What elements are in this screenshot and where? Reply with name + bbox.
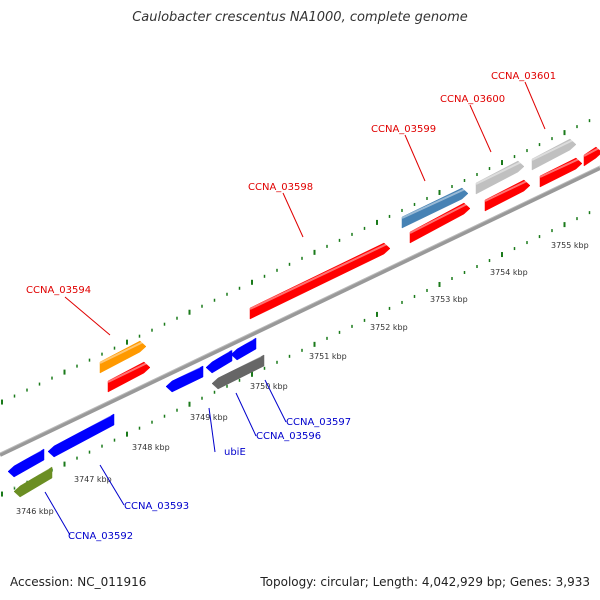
accession-text: Accession: NC_011916 (10, 575, 147, 589)
reverse-gene-a[interactable] (7, 448, 45, 478)
kbp-label: 3751 kbp (309, 352, 347, 361)
gene-label-leader-line (264, 379, 287, 423)
reverse-darkgray-gene[interactable] (211, 354, 265, 390)
gene-label-ccna-03599[interactable]: CCNA_03599 (371, 124, 436, 135)
gene-label-ccna-03601[interactable]: CCNA_03601 (491, 71, 556, 82)
forward-gene-b-highlight (409, 203, 468, 234)
gene-label-ccna-03598[interactable]: CCNA_03598 (248, 182, 313, 193)
kbp-label: 3747 kbp (74, 475, 112, 484)
gene-label-leader-line (235, 392, 257, 437)
gene-label-layer: CCNA_03594 CCNA_03598 CCNA_03599 CCNA_03600… (26, 71, 556, 542)
kbp-label: 3752 kbp (370, 323, 408, 332)
forward-orange-gene-highlight (99, 341, 144, 364)
kbp-label: 3754 kbp (490, 268, 528, 277)
forward-gray-gene-b-highlight (531, 139, 574, 161)
gene-label-ccna-03593[interactable]: CCNA_03593 (124, 501, 189, 512)
kbp-label: 3746 kbp (16, 507, 54, 516)
forward-gene-c[interactable] (484, 179, 531, 212)
reverse-gene-d-highlight (205, 350, 230, 364)
forward-gene-a-highlight (249, 243, 388, 310)
kbp-label: 3750 kbp (250, 382, 288, 391)
gene-label-ubie[interactable]: ubiE (224, 447, 246, 458)
kbp-label: 3749 kbp (190, 413, 228, 422)
forward-gray-gene-a[interactable] (475, 160, 525, 195)
gene-label-leader-line (64, 296, 111, 336)
reverse-olive-gene[interactable] (13, 466, 53, 498)
gene-label-ccna-03594[interactable]: CCNA_03594 (26, 285, 91, 296)
gene-label-ccna-03597[interactable]: CCNA_03597 (286, 417, 351, 428)
reverse-gene-a-highlight (7, 449, 42, 468)
kbp-label: 3753 kbp (430, 295, 468, 304)
gene-label-leader-line (44, 491, 71, 536)
reverse-gene-c[interactable] (165, 365, 204, 393)
kbp-label: 3748 kbp (132, 443, 170, 452)
genome-backbone (0, 166, 600, 457)
gene-label-ccna-03600[interactable]: CCNA_03600 (440, 94, 505, 105)
kbp-labels: 3746 kbp 3747 kbp 3748 kbp 3749 kbp 3750 kbp… (16, 241, 589, 516)
forward-gene-e[interactable] (583, 146, 600, 167)
forward-gray-gene-a-highlight (475, 161, 522, 185)
gene-label-ccna-03596[interactable]: CCNA_03596 (256, 431, 321, 442)
forward-steelblue-gene-highlight (401, 188, 466, 219)
reverse-gene-e[interactable] (230, 337, 257, 361)
reverse-gene-b[interactable] (47, 413, 115, 458)
forward-gene-c-highlight (484, 180, 528, 202)
gene-label-leader-line (469, 104, 492, 153)
reverse-olive-gene-highlight (13, 467, 50, 488)
gene-label-leader-line (208, 407, 216, 453)
forward-gene-f[interactable] (107, 361, 151, 393)
forward-gene-a[interactable] (249, 242, 391, 320)
feature-layer (7, 138, 600, 498)
reverse-gene-c-highlight (165, 366, 201, 383)
gene-label-ccna-03592[interactable]: CCNA_03592 (68, 531, 133, 542)
forward-gene-d[interactable] (539, 157, 583, 188)
gene-label-leader-line (282, 192, 304, 238)
gene-label-leader-line (404, 134, 426, 182)
forward-gene-b[interactable] (409, 202, 471, 244)
forward-gene-e-highlight (583, 147, 600, 157)
forward-orange-gene[interactable] (99, 340, 147, 374)
outer-tick-ring (1, 119, 591, 405)
forward-gene-d-highlight (539, 158, 580, 178)
map-title: Caulobacter crescentus NA1000, complete … (132, 10, 468, 25)
gene-label-leader-line (524, 81, 546, 130)
inner-tick-ring (1, 211, 591, 497)
kbp-label: 3755 kbp (551, 241, 589, 250)
gene-label-leader-line (99, 464, 125, 506)
genome-summary-text: Topology: circular; Length: 4,042,929 bp… (260, 575, 590, 589)
reverse-darkgray-gene-highlight (211, 355, 262, 380)
forward-steelblue-gene[interactable] (401, 187, 469, 229)
forward-gray-gene-b[interactable] (531, 138, 577, 171)
reverse-gene-b-highlight (47, 414, 112, 448)
forward-gene-f-highlight (107, 362, 148, 383)
genome-backbone-highlight (0, 165, 600, 454)
reverse-gene-e-highlight (230, 338, 254, 351)
